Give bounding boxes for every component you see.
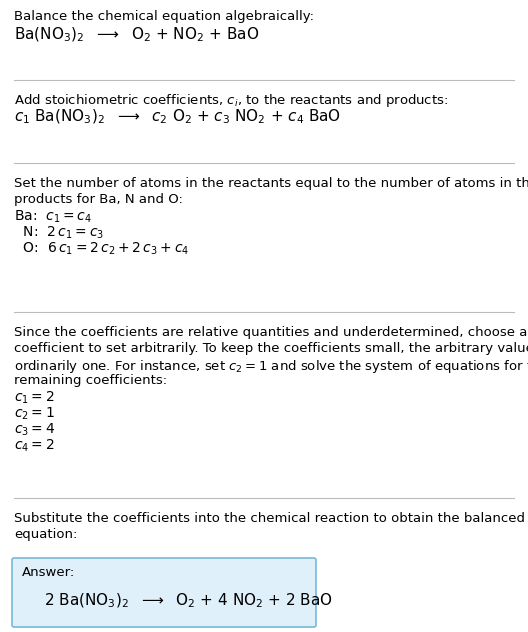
Text: products for Ba, N and O:: products for Ba, N and O: bbox=[14, 193, 183, 206]
Text: 2 Ba(NO$_3$)$_2$  $\longrightarrow$  O$_2$ + 4 NO$_2$ + 2 BaO: 2 Ba(NO$_3$)$_2$ $\longrightarrow$ O$_2$… bbox=[44, 591, 333, 609]
Text: equation:: equation: bbox=[14, 528, 78, 541]
Text: $c_3 = 4$: $c_3 = 4$ bbox=[14, 422, 55, 439]
Text: Ba(NO$_3$)$_2$  $\longrightarrow$  O$_2$ + NO$_2$ + BaO: Ba(NO$_3$)$_2$ $\longrightarrow$ O$_2$ +… bbox=[14, 26, 259, 44]
Text: Set the number of atoms in the reactants equal to the number of atoms in the: Set the number of atoms in the reactants… bbox=[14, 177, 528, 190]
Text: $c_2 = 1$: $c_2 = 1$ bbox=[14, 406, 55, 422]
Text: Answer:: Answer: bbox=[22, 566, 76, 579]
Text: N:  $2\,c_1 = c_3$: N: $2\,c_1 = c_3$ bbox=[14, 225, 104, 241]
Text: Substitute the coefficients into the chemical reaction to obtain the balanced: Substitute the coefficients into the che… bbox=[14, 512, 525, 525]
Text: Add stoichiometric coefficients, $c_i$, to the reactants and products:: Add stoichiometric coefficients, $c_i$, … bbox=[14, 92, 448, 109]
Text: Balance the chemical equation algebraically:: Balance the chemical equation algebraica… bbox=[14, 10, 314, 23]
Text: remaining coefficients:: remaining coefficients: bbox=[14, 374, 167, 387]
Text: ordinarily one. For instance, set $c_2 = 1$ and solve the system of equations fo: ordinarily one. For instance, set $c_2 =… bbox=[14, 358, 528, 375]
Text: $c_4 = 2$: $c_4 = 2$ bbox=[14, 438, 54, 454]
Text: O:  $6\,c_1 = 2\,c_2 + 2\,c_3 + c_4$: O: $6\,c_1 = 2\,c_2 + 2\,c_3 + c_4$ bbox=[14, 241, 190, 257]
Text: coefficient to set arbitrarily. To keep the coefficients small, the arbitrary va: coefficient to set arbitrarily. To keep … bbox=[14, 342, 528, 355]
Text: $c_1$ Ba(NO$_3$)$_2$  $\longrightarrow$  $c_2$ O$_2$ + $c_3$ NO$_2$ + $c_4$ BaO: $c_1$ Ba(NO$_3$)$_2$ $\longrightarrow$ $… bbox=[14, 108, 341, 126]
Text: Ba:  $c_1 = c_4$: Ba: $c_1 = c_4$ bbox=[14, 209, 92, 226]
Text: Since the coefficients are relative quantities and underdetermined, choose a: Since the coefficients are relative quan… bbox=[14, 326, 527, 339]
FancyBboxPatch shape bbox=[12, 558, 316, 627]
Text: $c_1 = 2$: $c_1 = 2$ bbox=[14, 390, 54, 406]
